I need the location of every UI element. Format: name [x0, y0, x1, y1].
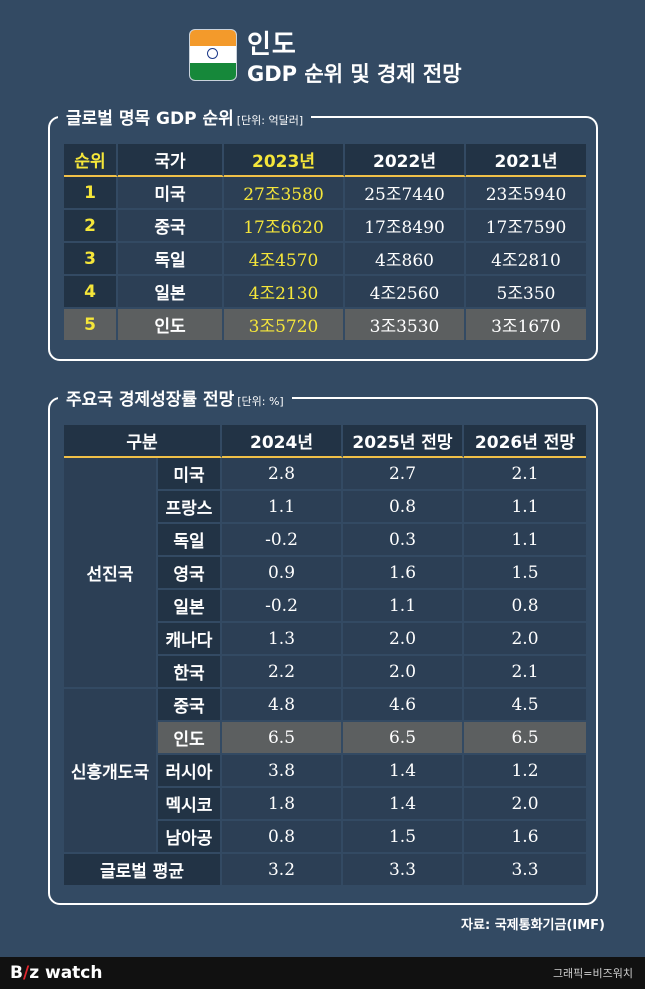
table-row: 남아공 0.8 1.5 1.6 — [64, 821, 586, 854]
growth-table: 구분 2024년 2025년 전망 2026년 전망 선진국 미국 2.8 2.… — [64, 425, 586, 887]
page-title: 인도 — [247, 30, 297, 60]
table-row: 1 미국 27조3580 25조7440 23조5940 — [64, 177, 586, 210]
table-row: 신흥개도국 중국 4.8 4.6 4.5 — [64, 689, 586, 854]
gdp-table: 순위 국가 2023년 2022년 2021년 1 미국 27조3580 25조… — [64, 144, 586, 342]
group-label: 신흥개도국 — [64, 689, 158, 854]
table-row: 한국 2.2 2.0 2.1 — [64, 656, 586, 689]
table-row-highlight: 인도 6.5 6.5 6.5 — [64, 722, 586, 755]
india-flag-icon — [189, 29, 237, 81]
gdp-panel-title: 글로벌 명목 GDP 순위 [단위: 억달러] — [58, 104, 312, 129]
gdp-ranking-panel: 글로벌 명목 GDP 순위 [단위: 억달러] 순위 국가 2023년 2022년… — [48, 104, 598, 361]
table-row-global-average: 글로벌 평균 3.2 3.3 3.3 — [64, 854, 586, 887]
table-row: 멕시코 1.8 1.4 2.0 — [64, 788, 586, 821]
table-row: 4 일본 4조2130 4조2560 5조350 — [64, 276, 586, 309]
table-row: 영국 0.9 1.6 1.5 — [64, 557, 586, 590]
table-row: 2 중국 17조6620 17조8490 17조7590 — [64, 210, 586, 243]
page-subtitle: GDP 순위 및 경제 전망 — [247, 62, 462, 86]
table-row: 3 독일 4조4570 4조860 4조2810 — [64, 243, 586, 276]
growth-panel-title: 주요국 경제성장률 전망 [단위: %] — [58, 385, 292, 410]
table-row: 독일 -0.2 0.3 1.1 — [64, 524, 586, 557]
bizwatch-logo: B/z watch — [10, 963, 103, 983]
header: 인도 GDP 순위 및 경제 전망 — [0, 0, 645, 100]
footer-bar: B/z watch 그래픽=비즈워치 — [0, 957, 645, 989]
table-row-highlight: 5 인도 3조5720 3조3530 3조1670 — [64, 309, 586, 342]
group-label: 선진국 — [64, 458, 158, 689]
table-row: 프랑스 1.1 0.8 1.1 — [64, 491, 586, 524]
table-header-row: 구분 2024년 2025년 전망 2026년 전망 — [64, 425, 586, 458]
growth-outlook-panel: 주요국 경제성장률 전망 [단위: %] 구분 2024년 2025년 전망 20… — [48, 385, 598, 905]
table-row: 캐나다 1.3 2.0 2.0 — [64, 623, 586, 656]
table-header-row: 순위 국가 2023년 2022년 2021년 — [64, 144, 586, 177]
table-row: 일본 -0.2 1.1 0.8 — [64, 590, 586, 623]
graphic-credit: 그래픽=비즈워치 — [552, 967, 633, 980]
table-row: 러시아 3.8 1.4 1.2 — [64, 755, 586, 788]
table-row: 선진국 미국 2.8 2.7 2.1 — [64, 458, 586, 689]
source-note: 자료: 국제통화기금(IMF) — [461, 918, 605, 933]
